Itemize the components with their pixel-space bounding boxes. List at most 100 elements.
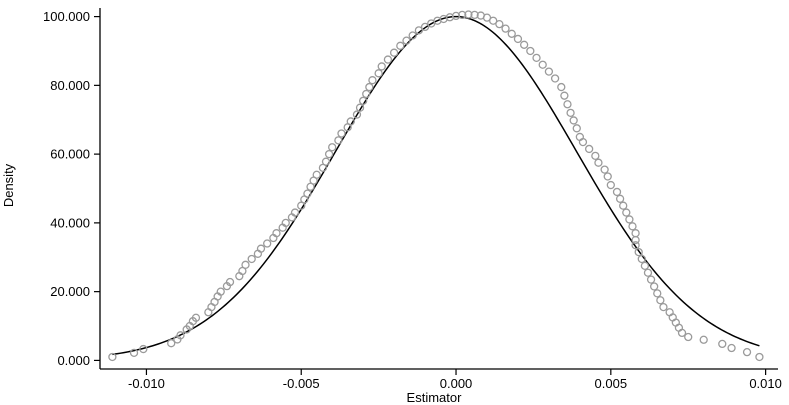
y-tick-label: 100.000 — [43, 9, 90, 24]
data-point — [718, 339, 727, 349]
data-point — [374, 69, 383, 78]
data-point — [303, 189, 312, 198]
data-point — [625, 215, 634, 224]
data-point — [755, 352, 764, 362]
data-point — [585, 144, 594, 154]
data-point — [600, 165, 609, 174]
x-axis-title: Estimator — [407, 390, 463, 405]
data-point — [389, 48, 399, 57]
data-point — [414, 26, 424, 35]
data-point — [408, 31, 417, 40]
data-point — [526, 46, 535, 56]
data-point — [216, 287, 225, 296]
data-point — [603, 172, 612, 181]
data-point — [225, 277, 235, 287]
data-point — [324, 149, 334, 159]
data-point — [402, 36, 411, 45]
data-point — [628, 222, 637, 231]
data-point — [458, 10, 467, 20]
data-point — [656, 296, 665, 305]
data-point — [470, 10, 479, 20]
y-tick-label: 40.000 — [50, 215, 90, 230]
data-point — [328, 143, 337, 152]
y-tick-label: 0.000 — [57, 353, 90, 368]
normal-curve-layer — [112, 15, 760, 356]
data-point — [263, 239, 272, 248]
data-point — [569, 116, 578, 125]
data-point — [464, 10, 473, 19]
data-point — [396, 41, 405, 50]
data-point — [420, 22, 430, 32]
data-point — [272, 229, 281, 238]
data-point — [578, 137, 588, 147]
data-point — [358, 96, 368, 105]
data-point — [742, 347, 752, 357]
data-point — [659, 302, 668, 312]
data-point — [513, 34, 523, 44]
y-axis: 0.000 20.000 40.000 60.000 80.000 100.000 — [43, 9, 100, 368]
x-tick-label: 0.000 — [440, 376, 473, 391]
data-point — [129, 348, 139, 357]
data-point — [383, 55, 393, 64]
data-point — [557, 82, 566, 92]
data-point — [653, 289, 662, 298]
data-point — [108, 352, 117, 362]
data-point — [256, 244, 266, 253]
data-point — [312, 170, 321, 179]
data-point — [640, 261, 650, 271]
x-tick-label: 0.010 — [749, 376, 782, 391]
data-point — [281, 218, 290, 228]
data-point — [631, 235, 640, 245]
data-point — [650, 282, 659, 291]
y-tick-label: 80.000 — [50, 78, 90, 93]
data-point — [362, 89, 371, 99]
data-point — [167, 339, 176, 348]
data-point — [615, 194, 625, 203]
data-point — [646, 275, 656, 284]
data-point — [501, 24, 510, 33]
data-point — [337, 129, 346, 138]
data-point — [377, 62, 386, 71]
y-tick-label: 60.000 — [50, 147, 90, 162]
data-point — [727, 343, 736, 353]
data-point — [572, 124, 581, 133]
data-point — [290, 208, 300, 217]
data-point — [495, 20, 504, 29]
data-point — [606, 180, 615, 190]
data-point — [591, 151, 600, 160]
data-point — [643, 268, 653, 277]
data-point — [365, 82, 374, 92]
data-point — [563, 100, 572, 109]
x-tick-label: 0.005 — [595, 376, 628, 391]
data-point — [352, 110, 362, 119]
x-tick-label: -0.005 — [283, 376, 320, 391]
data-point — [619, 201, 628, 210]
data-point — [139, 344, 148, 354]
data-point — [346, 117, 355, 126]
data-point — [550, 74, 560, 83]
x-axis: -0.010 -0.005 0.000 0.005 0.010 — [128, 369, 782, 391]
plot-frame — [99, 8, 778, 370]
x-tick-label: -0.010 — [128, 376, 165, 391]
data-point — [489, 16, 498, 25]
data-point — [451, 11, 461, 21]
data-point — [334, 136, 343, 145]
data-point — [699, 335, 708, 344]
data-point — [532, 53, 541, 62]
y-tick-label: 20.000 — [50, 284, 90, 299]
data-point — [507, 29, 516, 38]
y-axis-title: Density — [1, 163, 16, 207]
data-point — [355, 103, 365, 112]
data-point — [622, 208, 631, 217]
data-point — [612, 187, 622, 197]
data-point — [544, 67, 554, 76]
data-point — [631, 229, 640, 238]
data-point — [241, 260, 250, 269]
data-point — [594, 158, 603, 167]
normal-density-curve — [112, 15, 760, 356]
data-point — [634, 247, 643, 257]
data-point — [247, 254, 256, 264]
data-point — [566, 108, 575, 118]
data-point — [560, 91, 569, 100]
